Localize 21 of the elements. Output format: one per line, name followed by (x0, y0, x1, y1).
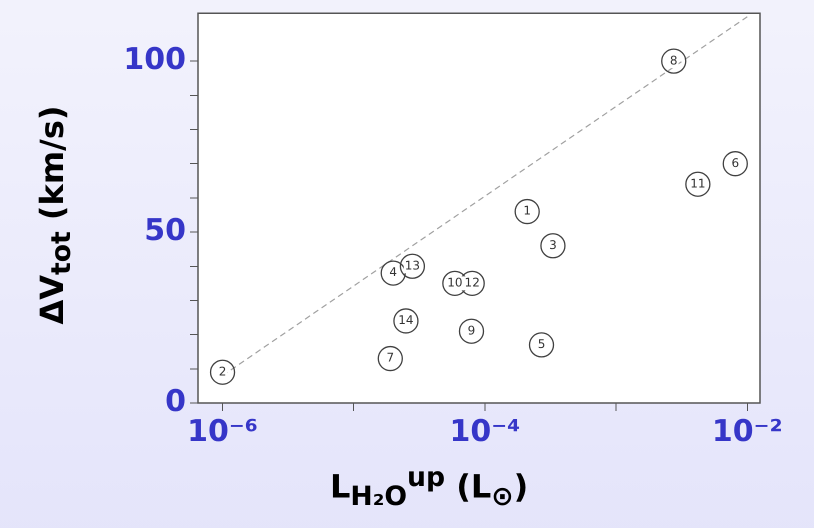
annotation: 8 (670, 53, 678, 68)
x-tick-label: 10⁻⁶ (187, 414, 258, 449)
annotation: 13 (404, 258, 420, 272)
annotation: 2 (218, 364, 226, 378)
x-axis-title: L$_{H₂O}$$^{up}$ (L$_{⊙}$) (330, 462, 528, 512)
annotation: 12 (464, 275, 480, 290)
annotation: 10 (447, 275, 462, 290)
annotation: 7 (386, 350, 394, 365)
annotation: 1 (523, 204, 532, 218)
y-tick-label: 0 (165, 384, 186, 419)
y-tick-label: 100 (123, 42, 186, 77)
annotation: 14 (398, 313, 414, 328)
x-tick-label: 10⁻² (712, 414, 783, 449)
annotation: 3 (549, 238, 557, 252)
annotation: 9 (468, 323, 476, 338)
annotation: 6 (731, 156, 740, 170)
annotation: 4 (389, 265, 398, 280)
annotation: 11 (690, 176, 706, 190)
x-tick-label: 10⁻⁴ (450, 414, 520, 449)
y-tick-label: 50 (144, 212, 186, 248)
annotation: 5 (538, 337, 546, 352)
